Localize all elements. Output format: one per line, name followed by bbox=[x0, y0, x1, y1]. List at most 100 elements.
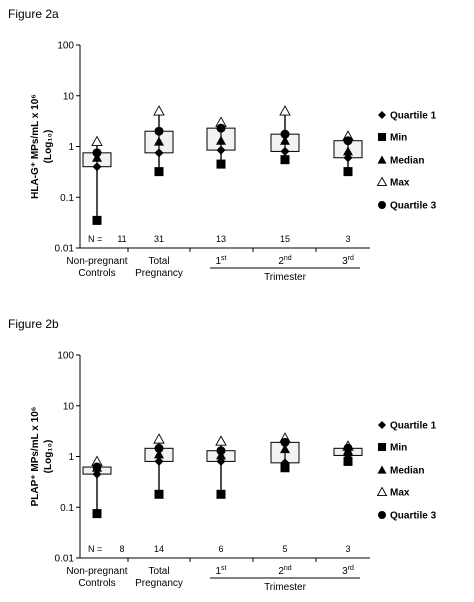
legend-label: Min bbox=[390, 133, 407, 144]
trimester-label: 3rd bbox=[342, 255, 354, 267]
group-label: Trimester bbox=[264, 582, 307, 593]
n-label: N = bbox=[88, 234, 102, 244]
legend-label: Quartile 1 bbox=[390, 421, 437, 432]
legend-square-icon bbox=[378, 133, 386, 141]
legend-label: Quartile 3 bbox=[390, 511, 437, 522]
min-marker bbox=[92, 215, 102, 225]
max-marker bbox=[215, 435, 227, 446]
y-tick-label: 1 bbox=[68, 142, 74, 153]
y-tick-label: 0.01 bbox=[55, 244, 75, 255]
max-marker bbox=[153, 433, 165, 444]
quartile3-marker bbox=[92, 148, 102, 158]
figure-title: Figure 2b bbox=[8, 317, 59, 331]
y-tick-label: 0.01 bbox=[55, 554, 75, 565]
quartile3-marker bbox=[343, 443, 353, 453]
group-label: Trimester bbox=[264, 272, 307, 283]
min-marker bbox=[154, 167, 164, 177]
trimester-label: 3rd bbox=[342, 565, 354, 577]
legend-label: Quartile 1 bbox=[390, 111, 437, 122]
category-label: Pregnancy bbox=[135, 578, 183, 589]
quartile3-marker bbox=[280, 437, 290, 447]
min-marker bbox=[216, 489, 226, 499]
min-marker bbox=[280, 463, 290, 473]
quartile3-marker bbox=[216, 446, 226, 456]
legend-filled-triangle-icon bbox=[377, 155, 387, 164]
quartile3-marker bbox=[216, 123, 226, 133]
quartile3-marker bbox=[343, 136, 353, 146]
quartile3-marker bbox=[280, 129, 290, 139]
median-marker bbox=[280, 135, 290, 145]
figure-panel-1: Figure 2a 0.01 0.1 1 10 100 HLA-G⁺ MPs/mL x 10… bbox=[8, 7, 437, 283]
max-marker bbox=[153, 105, 165, 116]
category-label: Pregnancy bbox=[135, 268, 183, 279]
box-1 bbox=[82, 455, 112, 519]
min-marker bbox=[343, 167, 353, 177]
median-marker bbox=[280, 444, 290, 454]
median-marker bbox=[216, 135, 226, 145]
trimester-label: 1st bbox=[215, 255, 226, 267]
quartile1-marker bbox=[343, 153, 353, 163]
legend-label: Median bbox=[390, 466, 424, 477]
legend-open-triangle-icon bbox=[376, 176, 388, 187]
n-value: 5 bbox=[282, 544, 287, 554]
n-value: 14 bbox=[154, 544, 164, 554]
box-1 bbox=[82, 135, 112, 225]
n-value: 11 bbox=[117, 234, 126, 244]
y-tick-label: 10 bbox=[63, 401, 75, 412]
n-value: 3 bbox=[345, 544, 350, 554]
n-value: 31 bbox=[154, 234, 164, 244]
box-3 bbox=[206, 435, 236, 499]
min-marker bbox=[343, 456, 353, 466]
legend: Quartile 1 Min Median Max Quartile 3 bbox=[376, 421, 437, 522]
quartile1-marker bbox=[92, 469, 102, 479]
median-marker bbox=[154, 136, 164, 146]
max-marker bbox=[279, 105, 291, 116]
y-tick-label: 1 bbox=[68, 452, 74, 463]
quartile1-marker bbox=[154, 148, 164, 158]
min-marker bbox=[280, 155, 290, 165]
category-label: Controls bbox=[78, 578, 115, 589]
y-tick-label: 10 bbox=[63, 91, 75, 102]
category-label: Non-pregnant bbox=[66, 566, 127, 577]
min-marker bbox=[92, 509, 102, 519]
legend-label: Max bbox=[390, 178, 410, 189]
legend-circle-icon bbox=[378, 201, 386, 209]
quartile3-marker bbox=[154, 126, 164, 136]
figure-panel-2: Figure 2b 0.01 0.1 1 10 100 PLAP⁺ MPs/mL x 10⁶… bbox=[8, 317, 437, 593]
quartile1-marker bbox=[154, 456, 164, 466]
box-2 bbox=[144, 105, 174, 177]
min-marker bbox=[216, 159, 226, 169]
n-label: N = bbox=[88, 544, 102, 554]
figure-title: Figure 2a bbox=[8, 7, 59, 21]
n-value: 3 bbox=[345, 234, 350, 244]
box-5 bbox=[333, 130, 363, 177]
n-value: 8 bbox=[119, 544, 124, 554]
n-value: 15 bbox=[280, 234, 290, 244]
box-4 bbox=[270, 432, 300, 473]
quartile1-marker bbox=[343, 450, 353, 460]
category-label: Total bbox=[148, 256, 169, 267]
y-axis-label: PLAP⁺ MPs/mL x 10⁶ (Log₁₀) bbox=[30, 407, 54, 507]
median-marker bbox=[154, 449, 164, 459]
y-tick-label: 0.1 bbox=[60, 193, 74, 204]
quartile3-marker bbox=[154, 443, 164, 453]
box-2 bbox=[144, 433, 174, 499]
box-4 bbox=[270, 105, 300, 165]
legend-square-icon bbox=[378, 443, 386, 451]
legend-filled-triangle-icon bbox=[377, 465, 387, 474]
legend: Quartile 1 Min Median Max Quartile 3 bbox=[376, 111, 437, 212]
box-5 bbox=[333, 440, 363, 466]
quartile3-marker bbox=[92, 462, 102, 472]
legend-open-triangle-icon bbox=[376, 486, 388, 497]
category-label: Non-pregnant bbox=[66, 256, 127, 267]
min-marker bbox=[154, 489, 164, 499]
trimester-label: 2nd bbox=[278, 255, 291, 267]
legend-label: Max bbox=[390, 488, 410, 499]
legend-label: Median bbox=[390, 156, 424, 167]
legend-label: Min bbox=[390, 443, 407, 454]
y-axis-label: HLA-G⁺ MPs/mL x 10⁶ (Log₁₀) bbox=[30, 94, 54, 199]
n-value: 6 bbox=[218, 544, 223, 554]
quartile1-marker bbox=[92, 162, 102, 172]
y-tick-label: 0.1 bbox=[60, 503, 74, 514]
